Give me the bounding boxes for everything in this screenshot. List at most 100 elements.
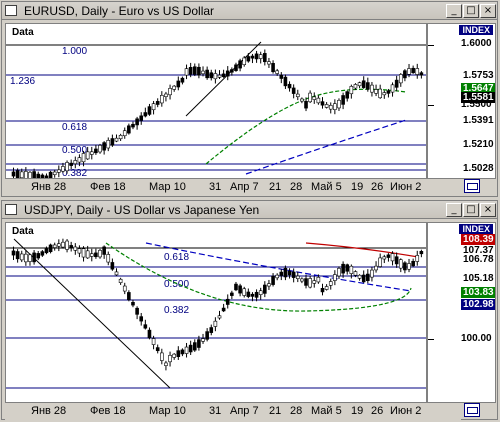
candle-body (19, 171, 24, 178)
moving-average-line (245, 119, 407, 175)
candle-body (341, 263, 345, 274)
candle-body (263, 53, 267, 63)
candle-body (242, 57, 247, 65)
time-label: Янв 28 (31, 181, 67, 193)
minimize-button[interactable]: _ (446, 4, 462, 18)
candle-body (98, 145, 102, 153)
candle-body (295, 275, 300, 279)
window-titlebar[interactable]: EURUSD, Daily - Euro vs US Dollar _ □ × (2, 2, 497, 20)
candle-body (370, 84, 374, 93)
minimize-button[interactable]: _ (446, 203, 462, 217)
candle-body (250, 293, 255, 297)
scale-toggle-icon[interactable] (464, 403, 480, 417)
candle-body (267, 61, 271, 65)
candle-body (61, 166, 65, 172)
time-label: 26 (371, 181, 384, 193)
chart-window-eurusd[interactable]: EURUSD, Daily - Euro vs US Dollar _ □ × … (1, 1, 498, 197)
candle-body (201, 338, 205, 342)
time-label: Апр 7 (230, 181, 259, 193)
candle-body (295, 93, 300, 98)
candle-body (77, 157, 82, 163)
candle-body (143, 112, 148, 117)
candle-body (15, 251, 20, 260)
candle-body (308, 278, 312, 288)
candle-body (394, 79, 399, 88)
candle-body (69, 162, 73, 166)
chart-window-usdjpy[interactable]: USDJPY, Daily - US Dollar vs Japanese Ye… (1, 200, 498, 420)
candle-body (279, 74, 284, 79)
candle-body (304, 100, 308, 109)
fibonacci-label: 1.000 (62, 46, 87, 57)
maximize-button[interactable]: □ (463, 4, 479, 18)
candle-body (337, 99, 341, 109)
maximize-button[interactable]: □ (463, 203, 479, 217)
candle-body (275, 70, 279, 74)
candle-body (11, 171, 16, 177)
candle-body (411, 67, 415, 74)
candle-body (324, 286, 329, 290)
candle-body (168, 88, 172, 96)
time-axis: Янв 28 Фев 18 Мар 10 31 Апр 7 21 28 Май … (5, 179, 461, 196)
candle-body (209, 327, 214, 333)
data-label: Data (10, 226, 36, 237)
time-label: Май 5 (311, 181, 342, 193)
candle-body (44, 248, 49, 254)
candle-body (386, 90, 391, 94)
candle-body (57, 169, 61, 173)
moving-average-line (105, 242, 412, 312)
candle-body (374, 89, 378, 94)
price-chart: 0.618 0.500 0.382 (6, 238, 426, 389)
time-label: Июн 2 (390, 181, 422, 193)
candle-body (44, 175, 49, 178)
time-label: 21 (269, 181, 282, 193)
scale-toggle-icon[interactable] (464, 179, 480, 193)
candle-body (283, 76, 288, 87)
price-scale[interactable]: INDEX 108.39 107.37 106.78 105.18 103.83… (427, 222, 496, 403)
candle-body (328, 281, 333, 286)
candle-body (221, 73, 226, 78)
candle-body (114, 271, 119, 276)
candle-body (135, 118, 139, 126)
chart-plot-area[interactable]: 1.000 1.236 0.618 0.500 0.382 Data (5, 23, 427, 179)
candle-body (52, 171, 57, 175)
candle-body (176, 80, 181, 88)
candle-body (357, 82, 362, 87)
price-scale[interactable]: INDEX 1.6000 1.5500 1.5753 1.5647 1.5581… (427, 23, 496, 179)
time-label: 31 (209, 181, 222, 193)
candle-body (147, 329, 152, 339)
time-label: 19 (351, 181, 364, 193)
candle-body (403, 262, 407, 271)
close-button[interactable]: × (480, 4, 496, 18)
candle-body (374, 265, 378, 271)
candle-body (164, 362, 168, 366)
window-titlebar[interactable]: USDJPY, Daily - US Dollar vs Japanese Ye… (2, 201, 497, 219)
time-label: 21 (269, 405, 282, 417)
candle-body (11, 250, 16, 256)
candle-body (403, 70, 407, 79)
fibonacci-label: 0.382 (164, 305, 189, 316)
candle-body (184, 346, 189, 354)
candle-body (139, 316, 144, 322)
candle-body (102, 142, 106, 151)
candle-body (390, 84, 395, 93)
candle-body (73, 160, 78, 165)
candle-body (81, 153, 86, 163)
candle-body (234, 64, 238, 71)
candle-body (172, 85, 176, 90)
close-button[interactable]: × (480, 203, 496, 217)
moving-average-line (305, 242, 419, 258)
candle-body (234, 283, 238, 291)
candle-body (345, 91, 350, 99)
candle-body (160, 352, 164, 361)
chart-window-icon (5, 5, 17, 16)
candle-body (106, 254, 111, 263)
candle-body (254, 291, 259, 298)
index-badge: INDEX (459, 224, 493, 234)
candle-body (85, 151, 90, 160)
time-label: Июн 2 (390, 405, 422, 417)
chart-plot-area[interactable]: 0.618 0.500 0.382 Data (5, 222, 427, 403)
candle-body (61, 241, 65, 248)
candle-body (77, 248, 82, 254)
candle-body (366, 82, 370, 90)
chart-window-icon (5, 204, 17, 215)
